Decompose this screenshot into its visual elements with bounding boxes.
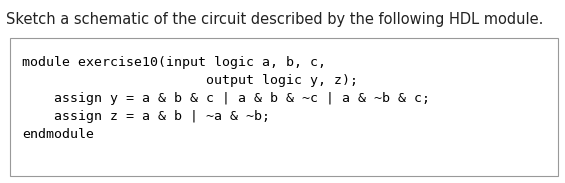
Text: assign y = a & b & c | a & b & ~c | a & ~b & c;: assign y = a & b & c | a & b & ~c | a & … — [22, 92, 430, 105]
Text: endmodule: endmodule — [22, 128, 94, 141]
Text: output logic y, z);: output logic y, z); — [22, 74, 358, 87]
Text: module exercise10(input logic a, b, c,: module exercise10(input logic a, b, c, — [22, 56, 326, 69]
Text: Sketch a schematic of the circuit described by the following HDL module.: Sketch a schematic of the circuit descri… — [6, 12, 544, 27]
Text: assign z = a & b | ~a & ~b;: assign z = a & b | ~a & ~b; — [22, 110, 270, 123]
FancyBboxPatch shape — [10, 38, 558, 176]
